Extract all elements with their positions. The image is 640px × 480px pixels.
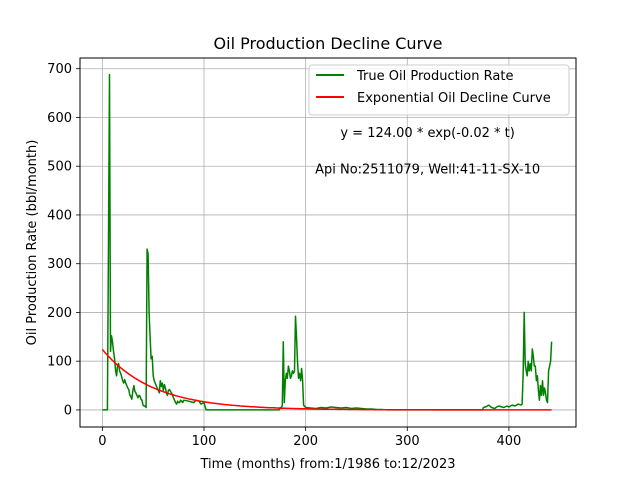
legend-box	[308, 64, 570, 116]
axis-ticks: 0 100 200 300 400 0 100 200 300 400 500 600 700	[47, 62, 521, 449]
y-tick-label: 400	[47, 208, 72, 223]
y-axis-label: Oil Production Rate (bbl/month)	[25, 140, 40, 346]
legend-label-true-rate: True Oil Production Rate	[356, 69, 513, 84]
x-tick-label: 400	[497, 434, 522, 449]
exponential-decline-line	[101, 349, 552, 411]
x-tick-label: 300	[395, 434, 420, 449]
legend-label-exponential: Exponential Oil Decline Curve	[357, 91, 551, 106]
y-tick-label: 200	[47, 306, 72, 321]
y-tick-label: 0	[64, 403, 72, 418]
true-production-line	[102, 73, 553, 411]
series-layer	[101, 73, 553, 411]
y-tick-label: 300	[47, 257, 72, 272]
well-annotation: Api No:2511079, Well:41-11-SX-10	[315, 163, 540, 178]
plot-frame	[79, 57, 577, 428]
y-tick-label: 700	[47, 62, 72, 77]
equation-annotation: y = 124.00 * exp(-0.02 * t)	[340, 126, 514, 141]
x-tick-label: 0	[98, 434, 106, 449]
x-tick-label: 200	[293, 434, 318, 449]
y-tick-label: 500	[47, 160, 72, 175]
y-tick-label: 600	[47, 111, 72, 126]
x-axis-label: Time (months) from:1/1986 to:12/2023	[199, 457, 455, 472]
chart-title: Oil Production Decline Curve	[214, 34, 443, 53]
x-tick-label: 100	[192, 434, 217, 449]
legend: True Oil Production Rate Exponential Oil…	[308, 64, 570, 116]
y-tick-label: 100	[47, 355, 72, 370]
